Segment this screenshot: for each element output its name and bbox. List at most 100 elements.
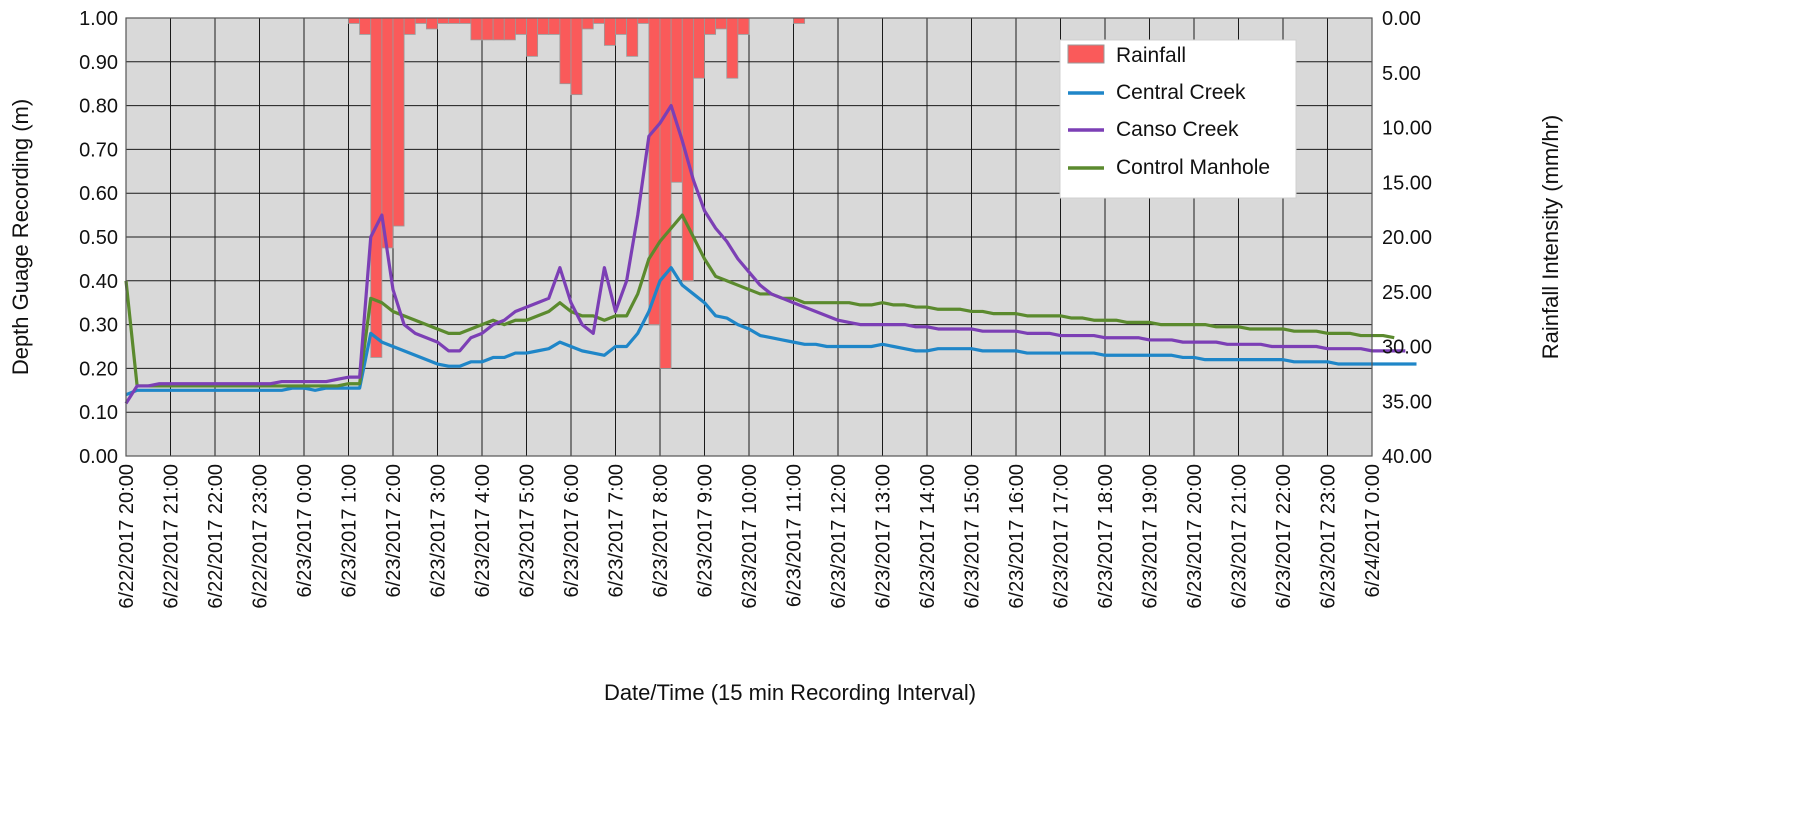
rainfall-bars [348, 17, 806, 369]
series-line-central-creek [125, 266, 1417, 397]
rainfall-bar [704, 17, 717, 35]
rainfall-bar [570, 17, 583, 96]
y-left-tick-label: 0.60 [79, 183, 118, 205]
rainfall-bar [670, 17, 683, 183]
x-tick-label: 6/23/2017 12:00 [828, 464, 850, 609]
rainfall-bar [448, 17, 461, 24]
y-left-tick-label: 0.40 [79, 271, 118, 293]
rainfall-bar [348, 17, 361, 24]
legend: Rainfall Central Creek Canso Creek Contr… [1059, 39, 1297, 199]
series-line-control-manhole [124, 213, 1395, 388]
rainfall-bar [392, 17, 405, 227]
y-left-tick-label: 0.10 [79, 402, 118, 424]
x-tick-label: 6/24/2017 0:00 [1362, 464, 1384, 597]
rainfall-bar [659, 17, 672, 369]
x-tick-label: 6/23/2017 13:00 [873, 464, 895, 609]
y-right-tick-label: 25.00 [1382, 282, 1432, 304]
y-axis-right-title: Rainfall Intensity (mm/hr) [1538, 115, 1563, 360]
rainfall-bar [692, 17, 705, 79]
x-tick-label: 6/23/2017 18:00 [1095, 464, 1117, 609]
x-tick-label: 6/23/2017 1:00 [339, 464, 361, 597]
rainfall-bar [359, 17, 372, 35]
rainfall-bar [514, 17, 527, 35]
x-tick-label: 6/23/2017 8:00 [650, 464, 672, 597]
y-left-tick-label: 0.50 [79, 227, 118, 249]
x-tick-label: 6/23/2017 16:00 [1006, 464, 1028, 609]
x-tick-label: 6/23/2017 9:00 [695, 464, 717, 597]
x-tick-label: 6/23/2017 10:00 [739, 464, 761, 609]
y-axis-left-title: Depth Guage Recording (m) [8, 99, 33, 375]
x-tick-label: 6/22/2017 23:00 [250, 464, 272, 609]
x-tick-label: 6/23/2017 4:00 [472, 464, 494, 597]
x-tick-label: 6/23/2017 11:00 [784, 464, 806, 607]
x-tick-label: 6/23/2017 23:00 [1318, 464, 1340, 609]
legend-label-control-manhole: Control Manhole [1116, 156, 1270, 179]
x-tick-label: 6/23/2017 22:00 [1273, 464, 1295, 609]
rainfall-bar [626, 17, 639, 57]
y-right-tick-label: 15.00 [1382, 172, 1432, 194]
y-left-tick-label: 0.70 [79, 139, 118, 161]
rainfall-bar [492, 17, 505, 41]
rainfall-bar [526, 17, 539, 57]
y-left-tick-label: 0.00 [79, 446, 118, 468]
y-right-tick-label: 20.00 [1382, 227, 1432, 249]
rainfall-bar [459, 17, 472, 24]
rainfall-bar [370, 17, 383, 358]
rainfall-bar [481, 17, 494, 41]
x-tick-label: 6/23/2017 14:00 [917, 464, 939, 609]
y-right-tick-label: 40.00 [1382, 446, 1432, 468]
y-right-tick-label: 0.00 [1382, 8, 1421, 30]
rainfall-bar [403, 17, 416, 35]
rainfall-bar [648, 17, 661, 326]
x-tick-label: 6/23/2017 15:00 [962, 464, 984, 609]
x-tick-label: 6/23/2017 7:00 [606, 464, 628, 597]
rainfall-bar [381, 17, 394, 249]
x-axis-ticks: 6/22/2017 20:00 6/22/2017 21:00 6/22/2017 … [116, 464, 1384, 609]
rainfall-bar [592, 17, 605, 24]
x-tick-label: 6/23/2017 5:00 [517, 464, 539, 597]
x-tick-label: 6/22/2017 22:00 [205, 464, 227, 609]
rainfall-bar [637, 17, 650, 24]
legend-label-canso-creek: Canso Creek [1116, 118, 1239, 141]
plot-frame [125, 17, 1373, 457]
x-tick-label: 6/23/2017 2:00 [383, 464, 405, 597]
x-tick-label: 6/23/2017 3:00 [428, 464, 450, 597]
legend-swatch-rainfall [1067, 44, 1105, 64]
rainfall-bar [537, 17, 550, 35]
rainfall-bar [715, 17, 728, 30]
rainfall-bar [615, 17, 628, 35]
x-tick-label: 6/23/2017 6:00 [561, 464, 583, 597]
x-tick-label: 6/23/2017 0:00 [294, 464, 316, 597]
x-tick-label: 6/23/2017 20:00 [1184, 464, 1206, 609]
rainfall-bar [470, 17, 483, 41]
series-line-canso-creek [124, 103, 1406, 405]
y-right-tick-label: 10.00 [1382, 118, 1432, 140]
y-right-tick-label: 30.00 [1382, 337, 1432, 359]
y-left-tick-label: 0.30 [79, 315, 118, 337]
x-axis-title: Date/Time (15 min Recording Interval) [604, 680, 976, 705]
rainfall-bar [414, 17, 427, 24]
rainfall-bar [793, 17, 806, 24]
rainfall-bar [437, 17, 450, 24]
x-tick-label: 6/23/2017 19:00 [1140, 464, 1162, 609]
rainfall-bar [726, 17, 739, 79]
rainfall-bar [581, 17, 594, 30]
y-right-tick-label: 35.00 [1382, 391, 1432, 413]
legend-box [1059, 39, 1297, 199]
y-right-tick-label: 5.00 [1382, 63, 1421, 85]
y-left-tick-label: 1.00 [79, 8, 118, 30]
rainfall-bar [559, 17, 572, 85]
legend-label-central-creek: Central Creek [1116, 81, 1246, 104]
rainfall-bar [548, 17, 561, 35]
y-left-tick-label: 0.90 [79, 52, 118, 74]
y-left-tick-label: 0.20 [79, 358, 118, 380]
x-tick-label: 6/22/2017 20:00 [116, 464, 138, 609]
series-lines [124, 103, 1417, 405]
y-axis-right-ticks: 0.00 5.00 10.00 15.00 20.00 25.00 30.00 35.00 40… [1382, 8, 1432, 468]
x-tick-label: 6/23/2017 17:00 [1051, 464, 1073, 609]
x-tick-label: 6/23/2017 21:00 [1229, 464, 1251, 609]
rainfall-bar [425, 17, 438, 30]
rainfall-bar [603, 17, 616, 46]
